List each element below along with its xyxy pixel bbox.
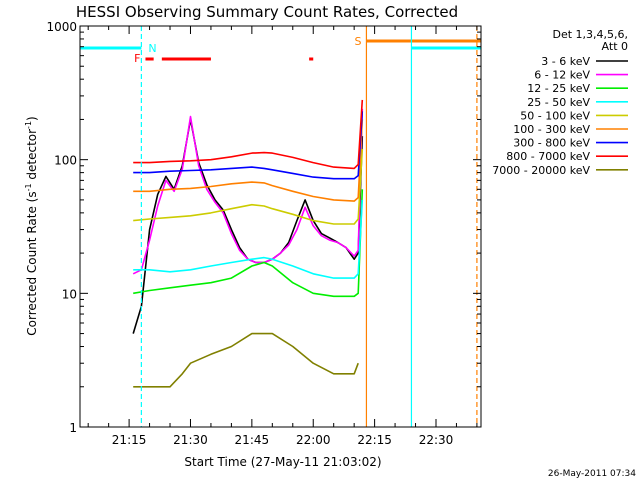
- series-line-5: [133, 149, 364, 225]
- y-label-exp-1: -1: [24, 183, 33, 191]
- legend-label-4: 25 - 50 keV: [527, 96, 590, 109]
- legend-header-1: Det 1,3,4,5,6,: [552, 28, 628, 41]
- legend-header-2: Att 0: [602, 40, 628, 53]
- y-tick-label-4: 1000: [46, 20, 77, 34]
- legend-label-1: 3 - 6 keV: [541, 55, 590, 68]
- y-tick-label-2: 10: [62, 287, 77, 301]
- series-line-3: [133, 189, 364, 298]
- footer-date: 26-May-2011 07:34: [548, 469, 636, 479]
- x-tick-label-5: 22:15: [357, 433, 392, 447]
- axis-ticks: 1 10 100 1000 21:15 21:30 21:45 22:00 22:15 22:30: [46, 20, 481, 447]
- status-indicators: NF S: [80, 26, 481, 427]
- legend-label-7: 300 - 800 keV: [513, 137, 590, 150]
- legend-label-9: 7000 - 20000 keV: [492, 164, 590, 177]
- series-line-2: [132, 108, 364, 275]
- y-label-part-3: ): [25, 116, 39, 121]
- saa-marker-label: S: [354, 35, 361, 48]
- series-line-4: [133, 199, 364, 279]
- x-tick-label-6: 22:30: [419, 433, 454, 447]
- y-label-exp-2: -1: [24, 121, 33, 129]
- flare-marker-label: F: [134, 52, 140, 65]
- x-tick-label-4: 22:00: [296, 433, 331, 447]
- series-line-6: [133, 119, 364, 202]
- series-line-8: [133, 99, 364, 170]
- x-axis-label: Start Time (27-May-11 21:03:02): [184, 455, 381, 469]
- y-tick-label-1: 1: [69, 421, 77, 435]
- series-line-1: [132, 118, 364, 334]
- series-line-7: [133, 111, 364, 180]
- legend-label-2: 6 - 12 keV: [534, 69, 590, 82]
- series-line-9: [133, 332, 359, 388]
- legend-label-5: 50 - 100 keV: [520, 109, 590, 122]
- x-tick-label-1: 21:15: [112, 433, 147, 447]
- legend-label-6: 100 - 300 keV: [513, 123, 590, 136]
- chart-title: HESSI Observing Summary Count Rates, Cor…: [76, 3, 458, 21]
- night-marker-label: N: [148, 42, 156, 55]
- series-lines: [132, 99, 364, 388]
- y-tick-label-3: 100: [54, 154, 77, 168]
- plot-frame: [79, 25, 482, 428]
- y-label-part-1: Corrected Count Rate (s: [25, 191, 39, 335]
- legend-label-8: 800 - 7000 keV: [506, 150, 590, 163]
- x-tick-label-2: 21:30: [173, 433, 208, 447]
- y-axis-label: Corrected Count Rate (s-1 detector-1): [24, 116, 39, 335]
- y-label-part-2: detector: [25, 129, 39, 184]
- legend-label-3: 12 - 25 keV: [527, 82, 590, 95]
- x-tick-label-3: 21:45: [235, 433, 270, 447]
